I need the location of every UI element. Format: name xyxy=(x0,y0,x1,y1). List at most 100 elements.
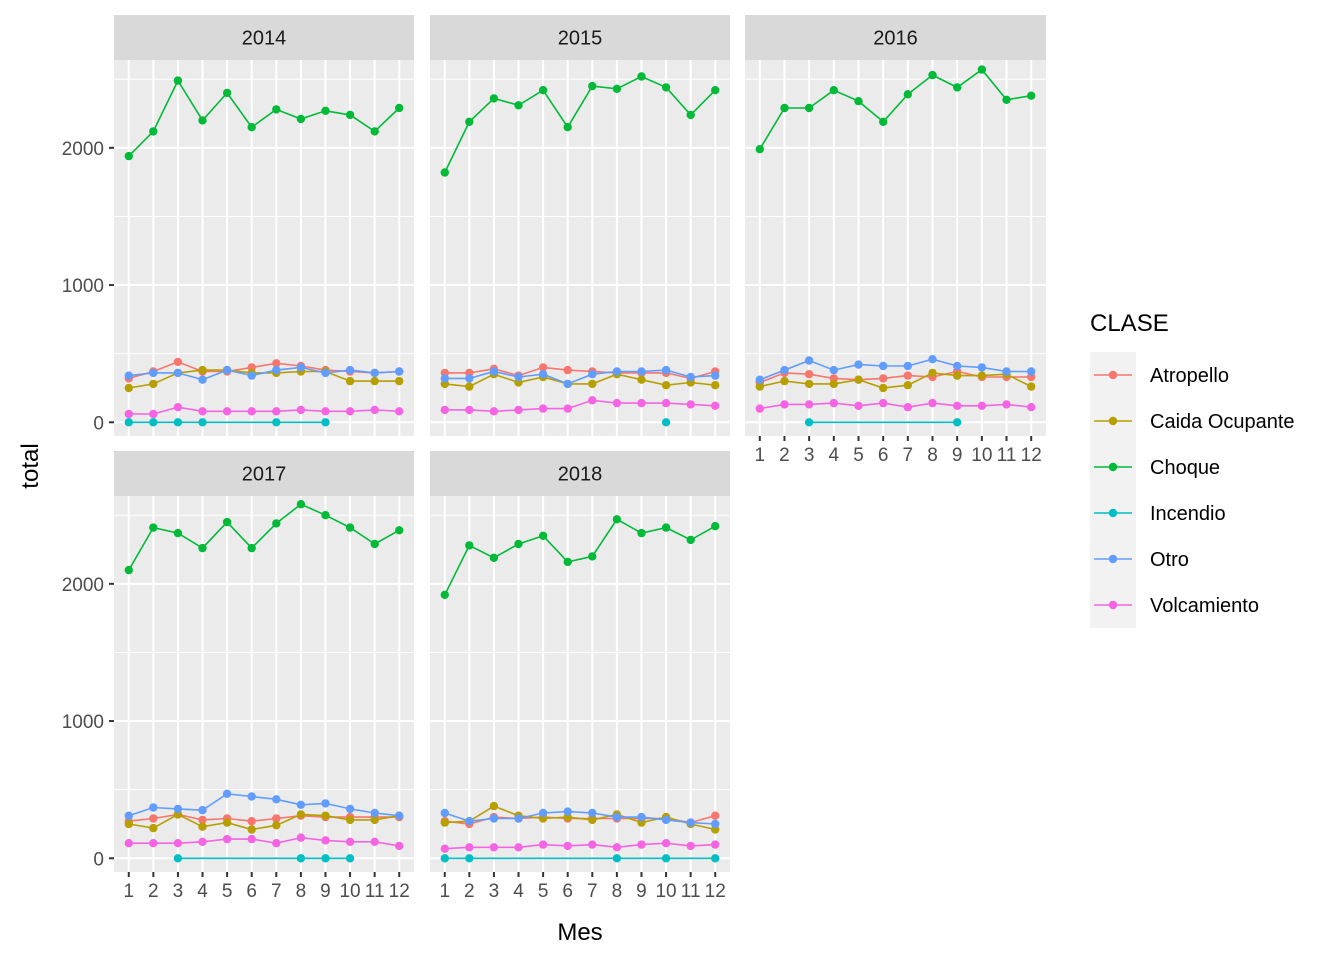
x-tick-label: 6 xyxy=(878,445,889,466)
data-point xyxy=(514,814,523,823)
data-point xyxy=(173,76,183,85)
x-tick-label: 9 xyxy=(636,881,647,902)
data-point xyxy=(173,418,183,427)
data-point xyxy=(149,127,158,136)
legend-key-point xyxy=(1108,370,1118,380)
facet-strip xyxy=(114,451,414,496)
data-point xyxy=(661,398,671,408)
data-point xyxy=(247,543,256,553)
data-point xyxy=(222,834,232,844)
data-point xyxy=(124,383,133,393)
data-point xyxy=(903,371,912,380)
x-tick-label: 2 xyxy=(464,881,475,902)
data-point xyxy=(370,376,379,386)
data-point xyxy=(395,103,404,113)
y-tick-label: 1000 xyxy=(62,712,104,733)
legend-label: Atropello xyxy=(1150,365,1229,387)
data-point xyxy=(829,86,838,95)
x-tick-label: 8 xyxy=(927,445,938,466)
data-point xyxy=(345,854,355,863)
x-tick-label: 7 xyxy=(903,445,914,466)
data-point xyxy=(395,376,404,386)
data-point xyxy=(465,374,474,383)
data-point xyxy=(829,398,838,408)
data-point xyxy=(588,815,597,825)
data-point xyxy=(711,854,720,863)
data-point xyxy=(370,127,379,136)
data-point xyxy=(612,367,622,376)
data-point xyxy=(879,117,888,127)
data-point xyxy=(124,811,133,820)
data-point xyxy=(612,84,622,94)
data-point xyxy=(149,814,158,823)
data-point xyxy=(272,105,281,114)
data-point xyxy=(661,815,671,825)
data-point xyxy=(440,590,449,599)
data-point xyxy=(124,839,133,848)
data-point xyxy=(686,535,695,545)
x-tick-label: 1 xyxy=(755,445,766,466)
data-point xyxy=(247,825,256,834)
data-point xyxy=(272,814,281,823)
facet-label: 2016 xyxy=(873,28,918,50)
legend-key-point xyxy=(1108,554,1118,564)
data-point xyxy=(489,94,499,103)
x-tick-label: 2 xyxy=(779,445,790,466)
data-point xyxy=(928,355,937,364)
data-point xyxy=(1027,403,1036,412)
x-tick-label: 9 xyxy=(952,445,963,466)
data-point xyxy=(588,379,597,389)
data-point xyxy=(321,854,330,863)
data-point xyxy=(489,367,499,376)
data-point xyxy=(588,396,597,405)
data-point xyxy=(780,400,789,409)
data-point xyxy=(149,823,158,833)
data-point xyxy=(686,400,695,409)
data-point xyxy=(953,401,962,410)
data-point xyxy=(489,843,499,852)
data-point xyxy=(563,379,572,389)
data-point xyxy=(514,101,523,110)
data-point xyxy=(440,818,449,827)
data-point xyxy=(977,371,987,380)
legend-key-point xyxy=(1108,508,1118,518)
data-point xyxy=(321,418,330,427)
panel-background xyxy=(745,60,1046,436)
data-point xyxy=(588,552,597,561)
legend-label: Otro xyxy=(1150,549,1189,571)
data-point xyxy=(588,81,597,91)
x-tick-label: 3 xyxy=(173,881,184,902)
data-point xyxy=(173,357,183,367)
data-point xyxy=(854,375,863,384)
data-point xyxy=(198,815,207,825)
data-point xyxy=(465,117,474,127)
data-point xyxy=(149,523,158,532)
facet-strip xyxy=(745,15,1046,60)
x-tick-label: 10 xyxy=(339,881,360,902)
facet-strip xyxy=(430,15,730,60)
legend-label: Volcamiento xyxy=(1150,595,1259,617)
data-point xyxy=(588,370,597,379)
facet-strip xyxy=(114,15,414,60)
data-point xyxy=(514,405,523,415)
data-point xyxy=(879,383,888,393)
data-point xyxy=(272,821,281,830)
data-point xyxy=(296,114,306,124)
data-point xyxy=(395,407,404,416)
data-point xyxy=(1002,400,1011,409)
data-point xyxy=(711,401,720,410)
data-point xyxy=(370,405,379,415)
data-point xyxy=(173,368,183,378)
series-line xyxy=(128,78,400,157)
data-point xyxy=(879,398,888,408)
data-point xyxy=(370,539,379,549)
data-point xyxy=(928,70,937,80)
data-point xyxy=(661,839,671,848)
data-point xyxy=(903,361,912,371)
data-point xyxy=(637,367,646,376)
series-line xyxy=(444,75,716,173)
y-tick-label: 0 xyxy=(93,413,104,434)
data-point xyxy=(149,418,158,427)
x-tick-label: 11 xyxy=(365,881,385,902)
data-point xyxy=(538,370,548,379)
